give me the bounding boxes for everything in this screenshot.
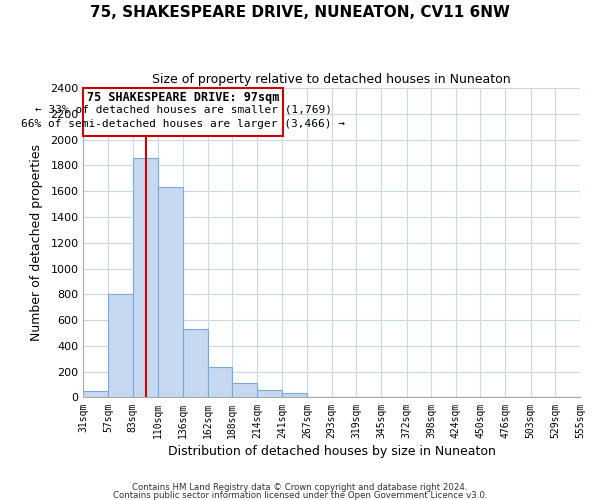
- Bar: [183, 329, 208, 398]
- Bar: [283, 393, 307, 398]
- Text: ← 33% of detached houses are smaller (1,769): ← 33% of detached houses are smaller (1,…: [35, 105, 332, 115]
- Bar: [208, 366, 232, 398]
- Title: Size of property relative to detached houses in Nuneaton: Size of property relative to detached ho…: [152, 72, 511, 86]
- Bar: [257, 390, 283, 398]
- X-axis label: Distribution of detached houses by size in Nuneaton: Distribution of detached houses by size …: [168, 444, 496, 458]
- FancyBboxPatch shape: [83, 88, 283, 136]
- Bar: [108, 294, 133, 398]
- Text: 66% of semi-detached houses are larger (3,466) →: 66% of semi-detached houses are larger (…: [22, 119, 346, 129]
- Text: 75 SHAKESPEARE DRIVE: 97sqm: 75 SHAKESPEARE DRIVE: 97sqm: [87, 90, 280, 104]
- Text: Contains public sector information licensed under the Open Government Licence v3: Contains public sector information licen…: [113, 490, 487, 500]
- Bar: [133, 158, 158, 398]
- Bar: [83, 391, 108, 398]
- Bar: [232, 384, 257, 398]
- Text: Contains HM Land Registry data © Crown copyright and database right 2024.: Contains HM Land Registry data © Crown c…: [132, 484, 468, 492]
- Bar: [158, 186, 183, 398]
- Text: 75, SHAKESPEARE DRIVE, NUNEATON, CV11 6NW: 75, SHAKESPEARE DRIVE, NUNEATON, CV11 6N…: [90, 5, 510, 20]
- Y-axis label: Number of detached properties: Number of detached properties: [31, 144, 43, 341]
